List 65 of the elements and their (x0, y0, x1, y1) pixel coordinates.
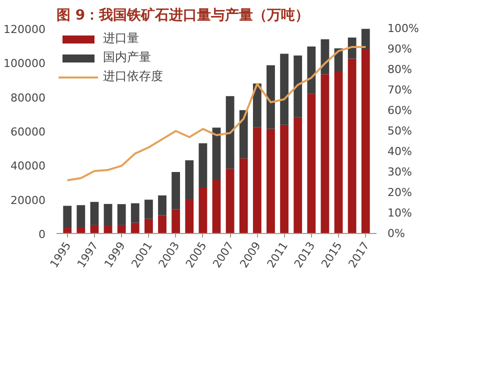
bar (90, 202, 99, 225)
y2-tick-label: 0% (388, 227, 405, 240)
bar (280, 54, 288, 125)
bar (198, 188, 208, 234)
bar (239, 158, 248, 234)
line-series (66, 46, 367, 182)
chart-title: 图 9：我国铁矿石进口量与产量（万吨） (56, 6, 310, 24)
bar (348, 58, 356, 234)
bar (334, 71, 343, 234)
y-tick-label: 20000 (10, 194, 46, 207)
bar (239, 110, 248, 158)
y-tick-label: 100000 (4, 57, 46, 70)
y2-tick-label: 90% (388, 42, 412, 56)
bar (76, 227, 86, 234)
y-tick-label: 0 (38, 228, 46, 241)
bar (212, 128, 221, 180)
y2-tick-label: 80% (388, 63, 412, 76)
bar (212, 180, 221, 234)
bar (172, 209, 180, 234)
bar (307, 46, 316, 94)
bar (144, 200, 153, 219)
bar (266, 128, 275, 234)
bar (130, 222, 140, 234)
bar (185, 198, 194, 234)
bar (117, 224, 126, 234)
y2-tick-label: 10% (388, 206, 412, 220)
bar (226, 96, 234, 169)
legend-label: 国内产量 (103, 49, 151, 66)
bar (294, 55, 302, 118)
y2-tick-label: 40% (388, 145, 412, 158)
bar (172, 172, 180, 210)
y2-tick-label: 50% (388, 124, 412, 138)
bar (117, 204, 126, 225)
bar (294, 117, 302, 234)
legend-label: 进口依存度 (103, 68, 163, 85)
bar (144, 218, 153, 234)
bar (252, 127, 262, 234)
y-tick-label: 80000 (10, 91, 46, 104)
y2-tick-label: 20% (388, 186, 412, 199)
y2-tick-label: 70% (388, 84, 412, 96)
y2-tick-label: 100% (388, 22, 419, 35)
bar (266, 65, 275, 129)
bar (226, 168, 234, 234)
bar (198, 143, 208, 188)
bar (307, 94, 316, 234)
y-tick-label: 60000 (10, 126, 46, 138)
bar (252, 84, 262, 128)
y-tick-label: 120000 (4, 23, 46, 36)
y2-tick-label: 30% (388, 166, 412, 178)
y-tick-label: 40000 (10, 160, 46, 173)
legend-label: 进口量 (103, 30, 139, 47)
bar (158, 215, 166, 234)
bar (63, 206, 72, 228)
bar (63, 228, 72, 234)
y2-tick-label: 60% (388, 104, 412, 117)
bar (158, 195, 166, 216)
bar (76, 205, 86, 228)
bar (348, 38, 356, 59)
bar (320, 74, 330, 234)
bar (361, 28, 370, 49)
bar (361, 49, 370, 234)
bar (280, 124, 288, 234)
bar (130, 203, 140, 223)
bar (185, 160, 194, 199)
bar (104, 204, 112, 226)
